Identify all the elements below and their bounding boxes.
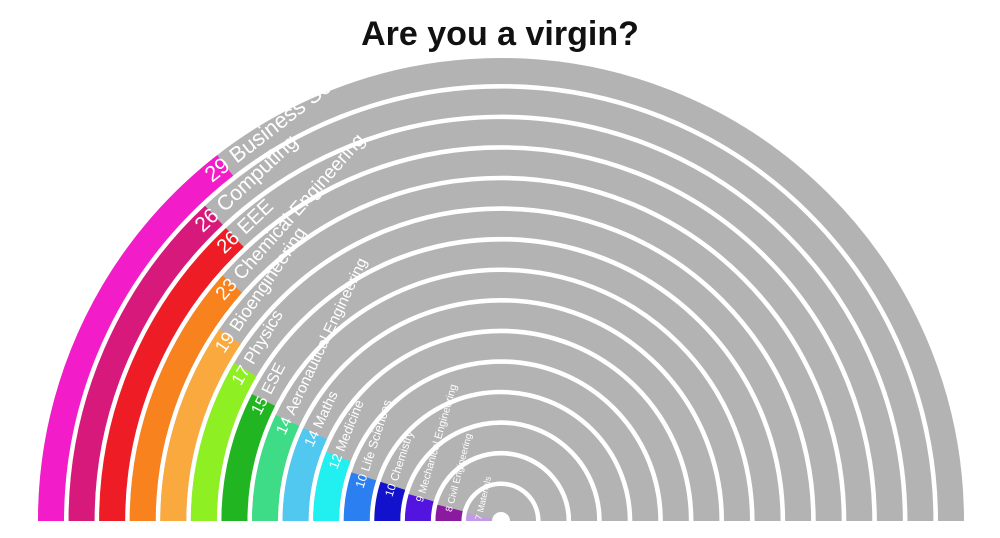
bar-arc [38, 155, 234, 522]
bar-arc [68, 205, 223, 522]
track [221, 241, 781, 522]
track [252, 272, 750, 522]
bar-arc [435, 504, 463, 522]
track [282, 302, 720, 522]
bar-arc [129, 275, 243, 522]
bar-arc [221, 394, 276, 522]
track [313, 333, 689, 522]
bar-arc [313, 451, 351, 522]
value-label: 14 [273, 414, 296, 437]
bar-arc [252, 414, 300, 522]
bar-arc [343, 472, 377, 522]
chart-title: Are you a virgin? [361, 15, 639, 53]
bar-arc [160, 329, 241, 522]
bar-arc [374, 481, 406, 522]
value-label: 9 [414, 494, 427, 503]
value-label: 8 [444, 505, 456, 513]
track [374, 394, 628, 522]
bar-arc [282, 428, 327, 522]
track [404, 424, 598, 522]
value-label: 12 [326, 452, 345, 471]
value-label: 7 [473, 514, 484, 521]
bar-arc [404, 494, 434, 522]
track [435, 455, 567, 522]
bar-arc [190, 363, 257, 522]
value-label: 10 [353, 472, 371, 490]
value-label: 14 [302, 428, 323, 449]
value-label: 10 [384, 482, 399, 498]
track [343, 363, 659, 522]
track [466, 486, 536, 523]
bar-arc [466, 513, 493, 522]
bar-arc [99, 228, 244, 522]
